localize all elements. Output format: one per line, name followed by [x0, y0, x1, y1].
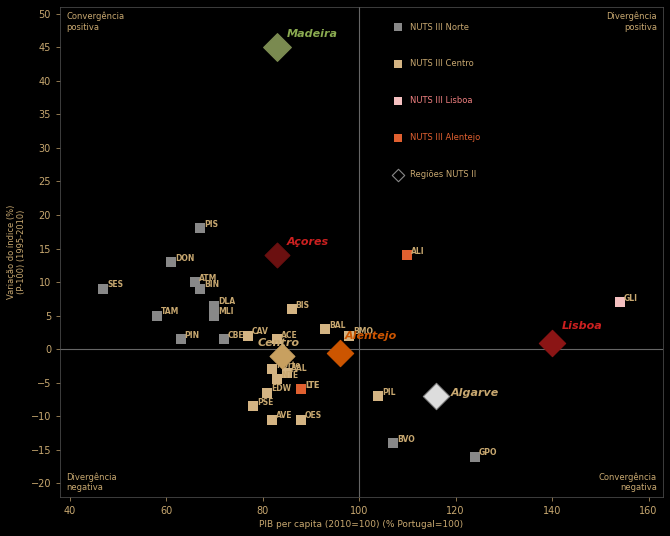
Text: Regiões NUTS II: Regiões NUTS II [410, 170, 476, 179]
Point [387, 439, 398, 448]
Point [218, 335, 229, 344]
Text: Alentejo: Alentejo [344, 331, 397, 341]
Point [176, 335, 186, 344]
Point [393, 133, 403, 142]
Point [194, 224, 205, 233]
Point [209, 301, 220, 310]
Text: BMO: BMO [353, 327, 373, 337]
Y-axis label: Variação do índice (%)
(P-100) (1995-2010): Variação do índice (%) (P-100) (1995-201… [7, 205, 26, 299]
Point [344, 331, 355, 340]
Point [393, 170, 403, 179]
Text: Divergência
negativa: Divergência negativa [66, 472, 117, 492]
Text: NUTS III Centro: NUTS III Centro [410, 59, 474, 69]
Text: Algarve: Algarve [451, 388, 499, 398]
Text: Centro: Centro [258, 338, 300, 348]
Point [286, 304, 297, 313]
Text: PIS: PIS [204, 220, 218, 229]
Point [243, 331, 253, 340]
Point [272, 43, 283, 51]
Point [373, 392, 384, 400]
Point [470, 452, 480, 461]
Point [267, 415, 277, 424]
Point [393, 96, 403, 105]
Text: CAV: CAV [252, 327, 269, 337]
Text: Convergência
positiva: Convergência positiva [66, 12, 124, 32]
Text: MLI: MLI [218, 307, 234, 316]
Text: TAM: TAM [160, 307, 179, 316]
Text: NUTS III Norte: NUTS III Norte [410, 23, 469, 32]
Point [267, 365, 277, 374]
Text: Açores: Açores [287, 237, 329, 247]
X-axis label: PIB per capita (2010=100) (% Portugal=100): PIB per capita (2010=100) (% Portugal=10… [259, 520, 464, 529]
Point [334, 348, 345, 357]
Text: DON: DON [175, 254, 194, 263]
Text: NUTS III Lisboa: NUTS III Lisboa [410, 96, 472, 106]
Text: PIL: PIL [383, 388, 396, 397]
Point [296, 385, 307, 394]
Point [320, 325, 331, 333]
Point [402, 251, 413, 259]
Text: GLI: GLI [624, 294, 637, 303]
Point [272, 375, 283, 384]
Text: PSE: PSE [257, 398, 273, 407]
Text: AVE: AVE [276, 411, 293, 420]
Point [248, 402, 259, 411]
Point [393, 23, 403, 32]
Text: CBE: CBE [228, 331, 245, 340]
Point [431, 392, 442, 400]
Point [296, 385, 307, 394]
Text: OES: OES [305, 411, 322, 420]
Text: NTE: NTE [281, 371, 298, 380]
Text: Madeira: Madeira [287, 29, 338, 39]
Point [165, 258, 176, 266]
Point [547, 338, 557, 347]
Point [209, 311, 220, 320]
Text: BIN: BIN [204, 280, 219, 289]
Point [296, 415, 307, 424]
Text: BVO: BVO [397, 435, 415, 444]
Text: NUTS III Alentejo: NUTS III Alentejo [410, 133, 480, 143]
Text: PIN: PIN [184, 331, 200, 340]
Text: DLA: DLA [218, 297, 235, 306]
Point [194, 285, 205, 293]
Point [262, 389, 273, 397]
Point [98, 285, 109, 293]
Point [272, 251, 283, 259]
Point [190, 278, 200, 286]
Text: Norte: Norte [276, 361, 301, 370]
Point [151, 311, 162, 320]
Text: Convergência
negativa: Convergência negativa [599, 472, 657, 492]
Text: GPO: GPO [479, 448, 497, 457]
Text: Lisboa: Lisboa [561, 321, 602, 331]
Point [393, 59, 403, 68]
Point [281, 368, 292, 377]
Text: LTE: LTE [305, 381, 320, 390]
Text: SES: SES [107, 280, 123, 289]
Text: AAL: AAL [291, 364, 308, 374]
Text: ALI: ALI [411, 247, 425, 256]
Text: BAL: BAL [329, 321, 346, 330]
Text: LTE: LTE [305, 381, 320, 390]
Text: ACE: ACE [281, 331, 297, 340]
Point [272, 335, 283, 344]
Text: BIS: BIS [295, 301, 310, 310]
Point [614, 298, 625, 307]
Text: ATM: ATM [199, 274, 217, 283]
Point [277, 352, 287, 360]
Text: Divergência
positiva: Divergência positiva [606, 12, 657, 32]
Text: EDW: EDW [271, 384, 291, 393]
